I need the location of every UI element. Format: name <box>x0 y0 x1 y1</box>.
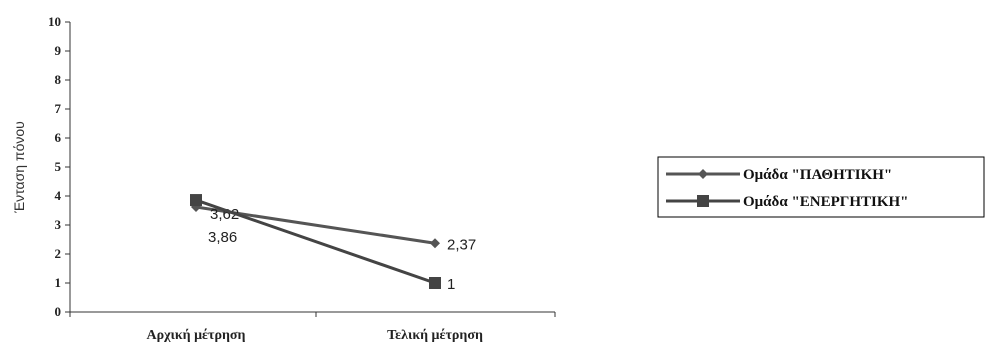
data-point <box>698 169 708 179</box>
y-tick-label: 7 <box>55 101 62 116</box>
y-tick-label: 8 <box>55 72 62 87</box>
data-point <box>697 195 709 207</box>
series-active: 3,86 1 <box>190 194 455 293</box>
legend-item: Ομάδα "ΠΑΘΗΤΙΚΗ" <box>666 167 892 183</box>
data-point <box>430 238 440 249</box>
legend-label: Ομάδα "ΕΝΕΡΓΗΤΙΚΗ" <box>743 194 909 210</box>
data-point <box>429 277 441 289</box>
data-label: 3,86 <box>208 229 237 246</box>
x-category-label: Αρχική μέτρηση <box>146 328 245 343</box>
y-tick-label: 0 <box>55 304 62 319</box>
data-label: 3,62 <box>210 206 239 223</box>
y-tick-label: 9 <box>55 43 62 58</box>
y-tick-label: 2 <box>55 246 62 261</box>
y-tick-label: 10 <box>48 14 61 29</box>
y-tick-label: 5 <box>55 159 62 174</box>
legend-label: Ομάδα "ΠΑΘΗΤΙΚΗ" <box>743 167 892 183</box>
legend-box <box>657 156 985 218</box>
series-layer: 3,62 2,37 3,86 1 <box>190 194 476 293</box>
x-axis: Αρχική μέτρηση Τελική μέτρηση <box>69 311 556 343</box>
y-axis: 0 1 2 3 4 5 6 7 8 9 10 <box>48 14 71 319</box>
y-tick-label: 4 <box>55 188 62 203</box>
legend-item: Ομάδα "ΕΝΕΡΓΗΤΙΚΗ" <box>666 194 909 210</box>
data-label: 1 <box>447 276 455 293</box>
y-tick-label: 6 <box>55 130 62 145</box>
series-line <box>195 198 436 285</box>
y-tick-label: 3 <box>55 217 62 232</box>
legend: Ομάδα "ΠΑΘΗΤΙΚΗ" Ομάδα "ΕΝΕΡΓΗΤΙΚΗ" <box>657 156 985 218</box>
y-tick-label: 1 <box>55 275 62 290</box>
data-label: 2,37 <box>447 236 476 253</box>
y-axis-label: Ένταση πόνου <box>11 121 27 214</box>
x-category-label: Τελική μέτρηση <box>387 328 483 343</box>
data-point <box>190 194 202 207</box>
